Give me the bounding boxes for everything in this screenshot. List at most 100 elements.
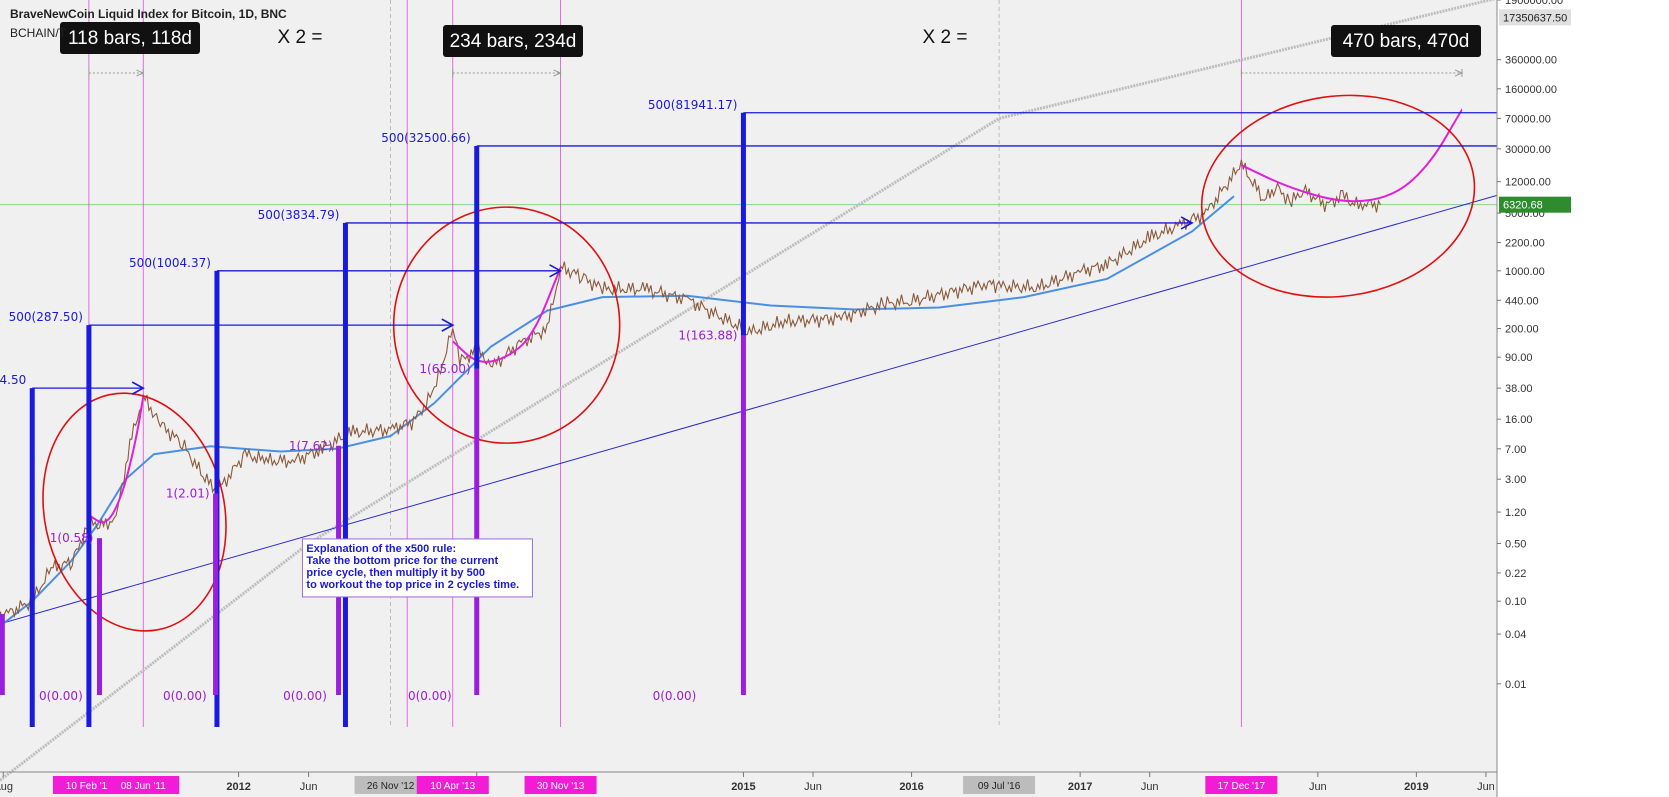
date-tag-label: 10 Apr '13 [430,781,475,792]
date-tag-box [524,776,597,794]
zero-label: 0.00) [0,689,1,703]
x500-level-label: 500(1004.37) [129,256,211,270]
zero-label: 0(0.00) [39,689,83,703]
bars-banner-box [443,25,583,57]
bottom-bar [213,493,219,695]
bars-banner-box [60,22,200,54]
price-series-line [0,159,1381,624]
bottom-bar [0,614,5,695]
x500-level-label: 4.50 [0,373,26,387]
symbol-line: BCHAIN/T [10,26,67,40]
x-tick-label: 2012 [226,781,250,793]
date-tag-box [963,776,1036,794]
date-tag-label: 30 Nov '13 [537,781,585,792]
y-tick-label: 7.00 [1505,444,1526,456]
x500-top-bar [474,145,480,369]
y-tick-label: 38.00 [1505,383,1533,395]
bars-banner-box [1331,25,1481,57]
date-tag-label: 08 Jun '11 [121,781,167,792]
price-tag-label: 17350637.50 [1503,12,1567,24]
bars-banner-label: X 2 = [278,27,323,48]
cycle-curve [1240,108,1463,203]
x-tick-label: 2015 [731,781,755,793]
date-tag-box [52,776,125,794]
y-tick-label: 160000.00 [1505,84,1557,96]
cycle-ellipse [1200,94,1476,298]
y-tick-label: 0.22 [1505,568,1526,580]
y-tick-label: 1000.00 [1505,266,1545,278]
bottom-label: 1(65.00) [419,362,470,376]
x500-level-label: 500(287.50) [9,310,83,324]
date-tag-label: 10 Feb '11 [66,781,113,792]
x500-top-bar [86,325,92,727]
chart-title: BraveNewCoin Liquid Index for Bitcoin, 1… [10,7,287,21]
date-tag-box [416,776,489,794]
annotation-layer: 118 bars, 118d X 2 = 234 bars, 234d X 2 = 47… [60,22,1481,598]
cycle-ellipse [42,392,227,632]
y-tick-label: 90.00 [1505,352,1533,364]
moving-average-line [0,195,1235,627]
bottom-label: 1(163.88) [678,329,737,343]
annotation-line: Explanation of the x500 rule: [306,543,456,555]
y-tick-label: 3.00 [1505,474,1526,486]
date-tag-box [1205,776,1278,794]
bottom-label: 1(7.62) [289,439,333,453]
x500-top-bar [740,112,746,336]
price-tag-label: 6320.68 [1503,200,1543,212]
annotation-line: Take the bottom price for the current [306,555,498,567]
annotation-line: price cycle, then multiply it by 500 [306,567,485,579]
date-tag-label: 17 Dec '17 [1218,781,1266,792]
grid-layer [0,0,1497,727]
level-labels-layer: 4.50 500(287.50) 500(1004.37) 500(3834.79) 5… [0,98,737,703]
y-tick-label: 1.20 [1505,507,1526,519]
x-tick-label: 2019 [1404,781,1428,793]
date-tag-label: 09 Jul '16 [978,781,1021,792]
y-tick-label: 0.04 [1505,629,1526,641]
bars-banner-label: 470 bars, 470d [1343,31,1470,52]
zero-label: 0(0.00) [283,689,327,703]
cycle-curve [452,266,562,363]
bottom-label: 1(2.01) [166,487,210,501]
price-tag-box [1499,196,1571,213]
x500-level-label: 500(32500.66) [381,131,471,145]
y-tick-label: 200.00 [1505,324,1539,336]
y-tick-label: 1900000.00 [1505,0,1563,7]
x500-bars-layer [0,112,1497,728]
bottom-bar [96,538,102,695]
x500-level-label: 500(3834.79) [258,208,340,222]
x500-level-label: 500(81941.17) [648,98,738,112]
bottom-bar [474,368,480,695]
growth-curve-line [0,0,1496,783]
y-tick-label: 0.10 [1505,596,1526,608]
y-tick-label: 70000.00 [1505,113,1551,125]
x-tick-label: 2016 [899,781,923,793]
x-tick-label: Jun [300,781,318,793]
y-axis-panel [1497,0,1669,797]
cycle-curve [88,395,145,524]
x-tick-label: 2017 [1068,781,1092,793]
bars-banner-label: 118 bars, 118d [68,28,192,49]
y-tick-label: 2200.00 [1505,238,1545,250]
y-tick-label: 0.50 [1505,538,1526,550]
y-tick-label: 360000.00 [1505,55,1557,67]
zero-label: 0(0.00) [408,689,452,703]
x-tick-label: Jun [1309,781,1327,793]
y-tick-label: 440.00 [1505,295,1539,307]
x-tick-label: Aug [0,781,13,793]
date-tag-label: 26 Nov '12 [367,781,415,792]
y-tick-label: 12000.00 [1505,177,1551,189]
y-tick-label: 30000.00 [1505,144,1551,156]
price-tag-box [1499,9,1571,26]
bottom-bar [740,335,746,695]
y-tick-label: 0.01 [1505,679,1526,691]
x-tick-label: Jun [1141,781,1159,793]
annotation-box [301,538,533,598]
x500-top-bar [342,222,348,728]
zero-label: 0(0.00) [163,689,207,703]
bottom-label: 1(0.58) [50,531,94,545]
date-tag-box [107,776,180,794]
zero-label: 0(0.00) [653,689,697,703]
